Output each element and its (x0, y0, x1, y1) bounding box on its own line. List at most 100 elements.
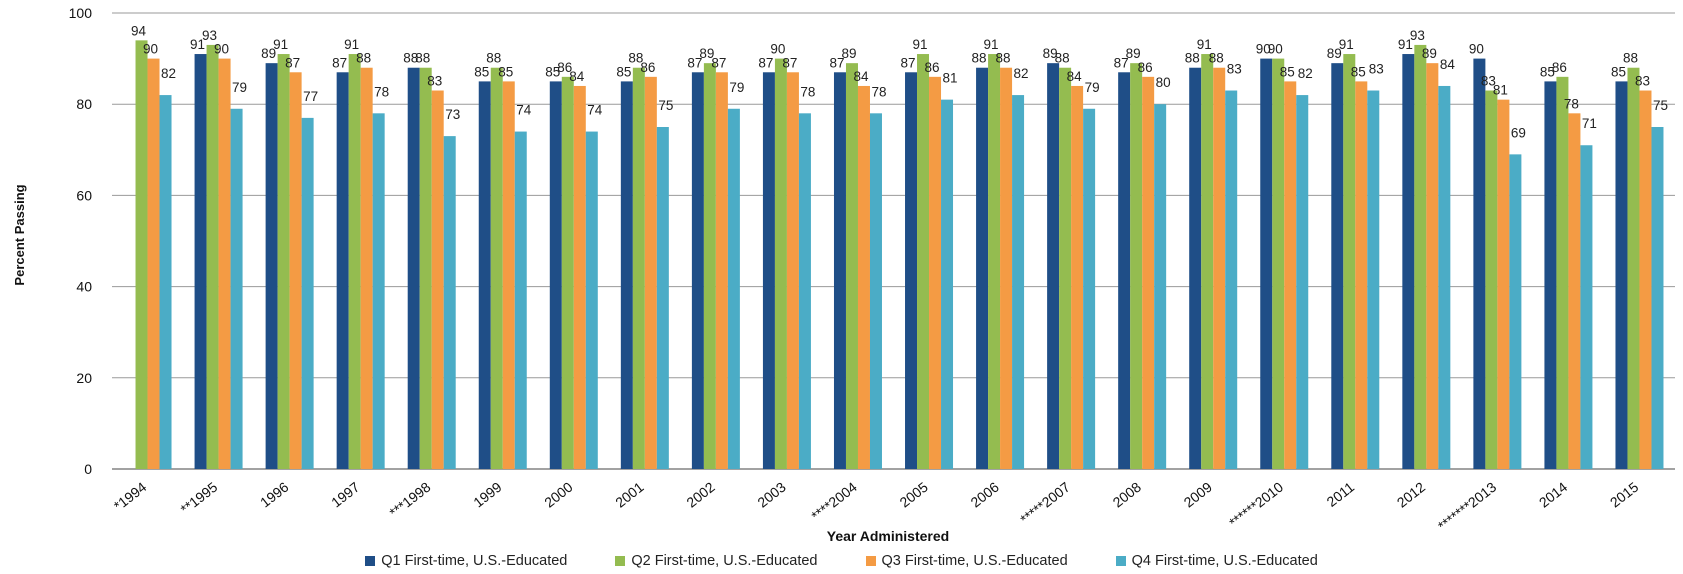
x-axis-label: Year Administered (827, 528, 949, 544)
bar (147, 58, 160, 469)
bar (905, 72, 918, 469)
data-label: 87 (332, 55, 347, 70)
bar (490, 67, 503, 469)
bar (478, 81, 491, 470)
x-tick-label: 2008 (1110, 479, 1145, 511)
legend-item: Q2 First-time, U.S.-Educated (615, 553, 818, 569)
data-label: 88 (996, 51, 1011, 66)
data-label: 91 (1398, 37, 1413, 52)
bar (715, 72, 728, 469)
data-label: 80 (1156, 75, 1171, 90)
data-label: 87 (285, 55, 300, 70)
data-label: 88 (1623, 51, 1638, 66)
x-tick-label: *******2013 (1435, 479, 1500, 534)
x-tick-label: 2015 (1607, 479, 1642, 511)
data-label: 84 (1440, 57, 1456, 72)
bar (1272, 58, 1285, 469)
data-label: 88 (415, 51, 430, 66)
bar (857, 85, 870, 470)
bar (1426, 63, 1439, 469)
data-label: 88 (486, 51, 501, 66)
legend-swatch (365, 556, 376, 566)
x-tick-label: 2003 (754, 479, 789, 511)
data-label: 88 (1055, 51, 1070, 66)
x-tick-label: ****2004 (808, 479, 860, 524)
y-tick-label: 40 (76, 279, 92, 295)
bar (1627, 67, 1640, 469)
bar (798, 113, 811, 469)
data-label: 86 (1552, 60, 1567, 75)
bar (443, 136, 456, 469)
legend-label: Q3 First-time, U.S.-Educated (881, 553, 1068, 569)
data-label: 88 (1209, 51, 1224, 66)
legend-label: Q4 First-time, U.S.-Educated (1131, 553, 1318, 569)
bar (1284, 81, 1297, 470)
data-label: 89 (1327, 46, 1342, 61)
bar (1213, 67, 1226, 469)
bar (632, 67, 645, 469)
bar (265, 63, 278, 469)
data-label: 79 (1085, 80, 1100, 95)
data-label: 91 (190, 37, 205, 52)
y-tick-label: 100 (69, 5, 93, 21)
bar (845, 63, 858, 469)
data-label: 83 (1635, 74, 1650, 89)
legend-item: Q4 First-time, U.S.-Educated (1115, 553, 1318, 569)
bar (561, 76, 574, 469)
data-label: 89 (841, 46, 856, 61)
bar (1367, 90, 1380, 470)
bar (774, 58, 787, 469)
data-label: 89 (699, 46, 714, 61)
bar (988, 54, 1001, 469)
bar (1118, 72, 1131, 469)
data-label: 85 (1280, 64, 1295, 79)
y-axis-label: Percent Passing (12, 184, 27, 285)
x-tick-label: 2012 (1394, 479, 1429, 511)
legend-label: Q1 First-time, U.S.-Educated (381, 553, 568, 569)
y-tick-label: 20 (76, 370, 92, 386)
bar (159, 95, 172, 469)
data-label: 88 (628, 51, 643, 66)
data-label: 89 (261, 46, 276, 61)
bar (206, 44, 219, 470)
data-label: 86 (557, 60, 572, 75)
data-label: 85 (1351, 64, 1366, 79)
bar (917, 54, 930, 469)
bar (1142, 76, 1155, 469)
bar (691, 72, 704, 469)
bar (360, 67, 373, 469)
data-label: 78 (871, 84, 886, 99)
x-tick-label: *1994 (111, 479, 150, 514)
data-label: 74 (516, 103, 532, 118)
data-label: 85 (498, 64, 513, 79)
bar (703, 63, 716, 469)
data-label: 82 (1014, 66, 1029, 81)
bar (1189, 67, 1202, 469)
x-tick-label: 1997 (328, 479, 363, 511)
bar (1012, 95, 1025, 469)
data-label: 86 (640, 60, 655, 75)
data-labels: 9490829193907989918777879188788888837385… (131, 23, 1668, 140)
bar (1544, 81, 1557, 470)
x-tick-labels: *1994 **1995 1996 1997 ***1998 1999 2000 2001 20… (111, 479, 1642, 534)
bar (1438, 85, 1451, 470)
legend-swatch (615, 556, 626, 566)
bar (1296, 95, 1309, 469)
data-label: 91 (913, 37, 928, 52)
bar (644, 76, 657, 469)
data-label: 81 (1493, 83, 1508, 98)
bar (289, 72, 302, 469)
bar (941, 99, 954, 469)
data-label: 69 (1511, 125, 1526, 140)
data-label: 82 (1298, 66, 1313, 81)
bar (301, 117, 314, 469)
x-tick-label: 2009 (1181, 479, 1216, 511)
bar (1414, 44, 1427, 470)
data-label: 87 (829, 55, 844, 70)
data-label: 87 (1114, 55, 1129, 70)
data-label: 83 (1481, 74, 1496, 89)
y-tick-label: 80 (76, 96, 92, 112)
bar (218, 58, 231, 469)
bar (762, 72, 775, 469)
